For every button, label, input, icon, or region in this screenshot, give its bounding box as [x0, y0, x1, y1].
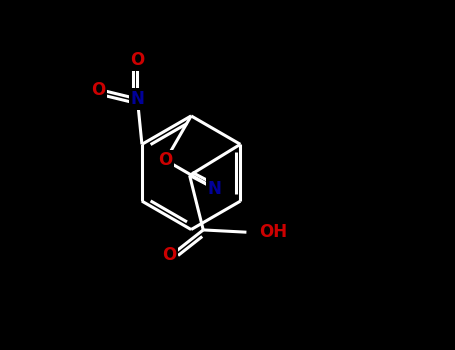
Text: N: N: [131, 90, 144, 108]
Text: O: O: [158, 151, 173, 169]
Text: OH: OH: [259, 223, 287, 241]
Text: O: O: [162, 246, 176, 264]
Text: O: O: [91, 81, 105, 99]
Text: O: O: [130, 51, 145, 69]
Text: N: N: [208, 180, 222, 198]
